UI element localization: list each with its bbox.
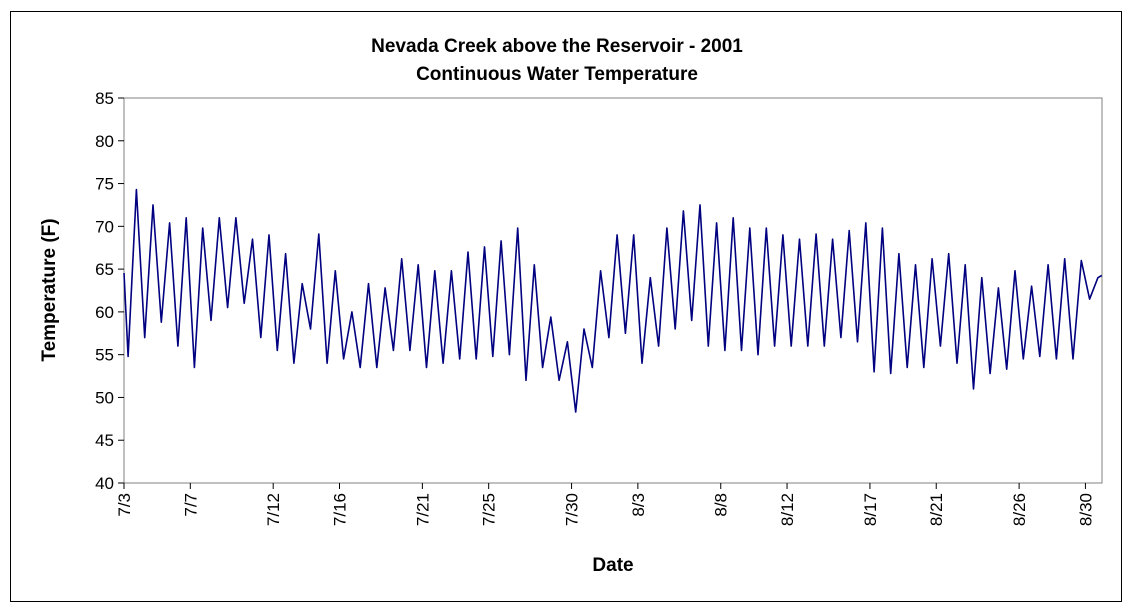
x-tick-label: 7/7 — [181, 493, 200, 517]
x-axis: 7/3 7/7 7/12 7/16 7/21 7/25 7/30 8/3 8/8 8/12 8/17… — [115, 483, 1095, 526]
y-tick-label: 40 — [95, 474, 114, 493]
x-tick-label: 8/12 — [778, 493, 797, 526]
y-tick-label: 70 — [95, 217, 114, 236]
y-tick-label: 85 — [95, 89, 114, 108]
y-tick-label: 65 — [95, 260, 114, 279]
x-tick-label: 7/3 — [115, 493, 134, 517]
y-tick-label: 80 — [95, 132, 114, 151]
x-tick-label: 8/17 — [861, 493, 880, 526]
y-tick-label: 75 — [95, 175, 114, 194]
chart-title-line-2: Continuous Water Temperature — [416, 64, 698, 85]
x-tick-label: 7/16 — [330, 493, 349, 526]
y-tick-label: 50 — [95, 388, 114, 407]
x-axis-title: Date — [592, 555, 633, 576]
x-tick-label: 8/3 — [629, 493, 648, 517]
series-layer — [123, 188, 1103, 413]
x-tick-label: 7/30 — [563, 493, 582, 526]
temperature-series-line — [123, 188, 1103, 413]
y-axis: 40 45 50 55 60 65 70 75 80 85 — [95, 89, 124, 493]
x-tick-label: 8/21 — [927, 493, 946, 526]
chart-title-line-1: Nevada Creek above the Reservoir - 2001 — [371, 36, 743, 57]
y-tick-label: 55 — [95, 346, 114, 365]
chart-svg: Nevada Creek above the Reservoir - 2001 … — [39, 36, 1103, 576]
y-axis-title: Temperature (F) — [39, 218, 60, 361]
y-tick-label: 60 — [95, 303, 114, 322]
x-tick-label: 8/8 — [712, 493, 731, 517]
y-tick-label: 45 — [95, 431, 114, 450]
x-tick-label: 7/25 — [480, 493, 499, 526]
x-tick-label: 8/26 — [1010, 493, 1029, 526]
chart-area: Nevada Creek above the Reservoir - 2001 … — [10, 11, 1122, 602]
x-tick-label: 7/21 — [413, 493, 432, 526]
x-tick-label: 7/12 — [264, 493, 283, 526]
x-tick-label: 8/30 — [1076, 493, 1095, 526]
